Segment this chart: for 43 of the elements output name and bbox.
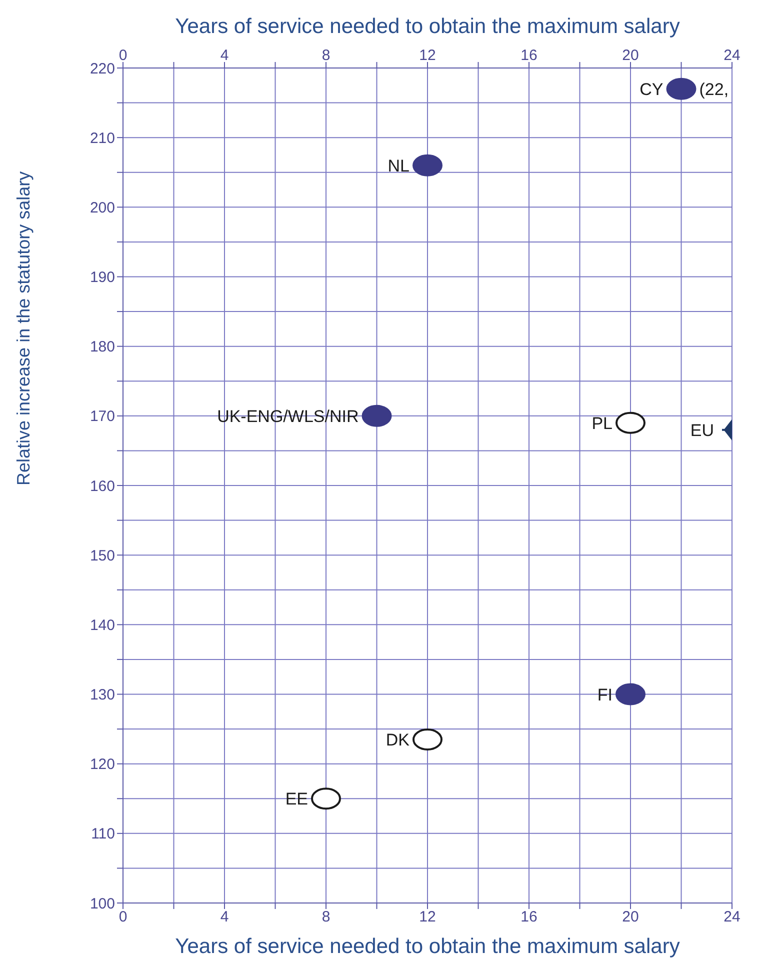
- x2-tick-label: 12: [419, 908, 436, 926]
- x-tick-label: 24: [724, 47, 740, 64]
- x-tick-label: 4: [220, 47, 229, 64]
- x2-tick-label: 4: [220, 908, 229, 926]
- y-tick-label: 220: [90, 60, 115, 78]
- x-axis-title: Years of service needed to obtain the maximum salary: [175, 935, 680, 958]
- point: [616, 412, 646, 434]
- x2-axis-title: Years of service needed to obtain the maximum salary: [175, 14, 680, 38]
- x-tick-label: 0: [118, 47, 128, 64]
- x-tick-label: 12: [419, 47, 436, 64]
- x-tick-label: 16: [520, 47, 538, 64]
- point: [362, 404, 392, 427]
- y-axis-title: Relative increase in the statutory salary: [13, 171, 34, 486]
- annotation: NL: [388, 156, 410, 176]
- x2-tick-label: 8: [322, 908, 330, 926]
- point: [666, 78, 696, 100]
- x-tick-label: 8: [322, 47, 330, 64]
- annotation: DK: [386, 730, 410, 750]
- y-tick-label: 180: [90, 338, 115, 356]
- y-tick-label: 150: [90, 547, 115, 564]
- y-tick-label: 160: [90, 478, 115, 495]
- y-tick-label: 130: [90, 686, 115, 704]
- annotation: EU: [690, 420, 714, 440]
- y-tick-label: 120: [90, 756, 115, 774]
- x2-tick-label: 20: [622, 908, 639, 926]
- x2-tick-label: 0: [118, 908, 128, 926]
- point: [616, 683, 646, 706]
- point: [412, 728, 442, 750]
- y-tick-label: 140: [90, 616, 115, 634]
- y-tick-label: 200: [90, 199, 115, 216]
- y-tick-label: 110: [91, 826, 115, 843]
- x2-tick-label: 16: [520, 908, 538, 926]
- annotation: PL: [592, 414, 612, 433]
- y-tick-label: 190: [90, 269, 115, 286]
- point: [311, 788, 341, 810]
- x2-tick-label: 24: [724, 908, 740, 926]
- y-tick-label: 100: [90, 895, 115, 912]
- annotation: (22,: [699, 80, 729, 99]
- y-tick-label: 210: [90, 130, 115, 147]
- annotation: CY: [640, 80, 664, 99]
- y-tick-label: 170: [90, 408, 115, 426]
- point: [412, 154, 442, 176]
- x-tick-label: 20: [622, 47, 639, 64]
